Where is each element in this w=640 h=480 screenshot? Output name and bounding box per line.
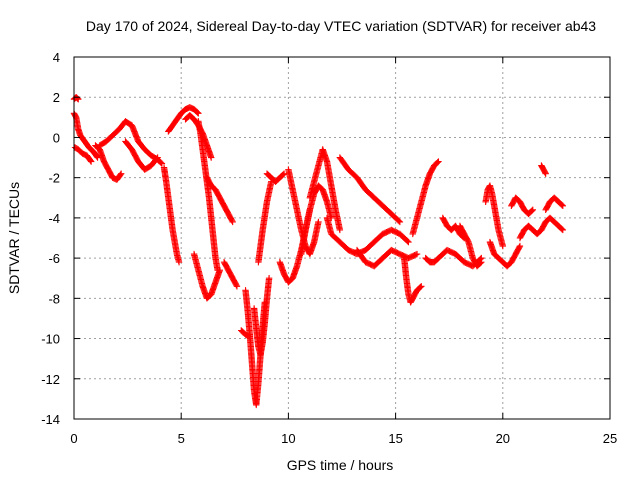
data-series (70, 110, 101, 161)
data-point (315, 218, 322, 226)
y-tick-label: -10 (41, 332, 60, 347)
data-point (93, 153, 101, 160)
data-series (538, 162, 549, 177)
data-point (405, 238, 412, 246)
grid-layer (74, 57, 610, 419)
data-point (194, 109, 201, 116)
data-series (190, 250, 223, 302)
data-series (250, 275, 273, 358)
data-point (478, 258, 485, 266)
data-point (558, 201, 566, 209)
y-tick-label: -12 (41, 372, 60, 387)
data-series (165, 104, 202, 135)
data-point (216, 266, 223, 274)
data-point (499, 242, 506, 250)
data-point (208, 154, 215, 161)
data-point (558, 225, 566, 233)
data-series (306, 146, 344, 234)
data-point (154, 154, 161, 161)
data-point (153, 155, 161, 162)
data-point (516, 242, 524, 250)
y-tick-label: -14 (41, 412, 60, 427)
data-points (70, 94, 567, 409)
chart-title: Day 170 of 2024, Sidereal Day-to-day VTE… (86, 18, 596, 34)
x-tick-label: 0 (70, 431, 77, 446)
data-point (516, 243, 523, 251)
data-point (195, 110, 202, 117)
data-series (92, 142, 125, 183)
data-point (559, 202, 567, 210)
data-series (400, 254, 425, 306)
y-axis-label: SDTVAR / TECUs (6, 182, 22, 294)
data-series (486, 238, 524, 270)
data-point (528, 207, 536, 214)
data-series (336, 154, 404, 226)
y-tick-label: 4 (53, 50, 60, 65)
data-series (160, 164, 183, 266)
data-point (434, 159, 441, 166)
data-point (559, 226, 567, 234)
x-axis-label: GPS time / hours (287, 457, 394, 473)
data-point (229, 218, 236, 226)
y-tick-label: 0 (53, 130, 60, 145)
data-series (323, 214, 412, 258)
axis-ticks: 0 5 10 15 20 25 -14 -12 -10 -8 -6 -4 -2 0 2 4 (41, 50, 617, 446)
data-point (87, 157, 94, 164)
data-point (435, 158, 442, 165)
y-tick-label: -4 (48, 211, 60, 226)
y-tick-label: -6 (48, 251, 60, 266)
data-point (228, 217, 236, 224)
data-series (122, 138, 161, 173)
data-point (542, 170, 549, 177)
data-point (413, 250, 421, 258)
data-point (418, 283, 425, 290)
data-point (73, 94, 81, 102)
data-point (404, 237, 411, 245)
data-point (395, 217, 403, 225)
data-point (233, 281, 240, 289)
data-point (412, 251, 420, 258)
y-tick-label: 2 (53, 90, 60, 105)
data-series (255, 178, 275, 266)
data-series (409, 158, 442, 238)
x-tick-label: 15 (388, 431, 402, 446)
data-series (456, 222, 485, 270)
data-series (482, 182, 506, 250)
data-point (158, 160, 166, 167)
data-series (203, 174, 236, 226)
data-point (280, 171, 287, 178)
data-point (417, 283, 424, 291)
data-point (396, 218, 404, 226)
data-series (70, 94, 82, 103)
x-tick-label: 20 (496, 431, 510, 446)
data-point (117, 170, 125, 177)
data-point (336, 226, 344, 234)
data-series (542, 194, 567, 214)
data-series (220, 258, 241, 290)
data-series (71, 144, 95, 165)
data-point (74, 95, 81, 102)
data-point (233, 283, 241, 290)
data-series (508, 194, 537, 218)
y-tick-label: -8 (48, 291, 60, 306)
data-point (157, 159, 165, 166)
data-point (477, 259, 484, 267)
data-point (175, 258, 183, 266)
data-series (353, 246, 421, 270)
x-tick-label: 10 (281, 431, 295, 446)
data-point (529, 206, 537, 214)
data-point (87, 158, 95, 165)
data-series (516, 214, 567, 242)
data-point (117, 171, 124, 178)
data-point (265, 275, 273, 282)
plot-frame (73, 56, 611, 420)
x-tick-label: 5 (178, 431, 185, 446)
y-tick-label: -2 (48, 171, 60, 186)
x-tick-label: 25 (603, 431, 617, 446)
data-series (285, 166, 322, 258)
data-series (298, 182, 335, 258)
